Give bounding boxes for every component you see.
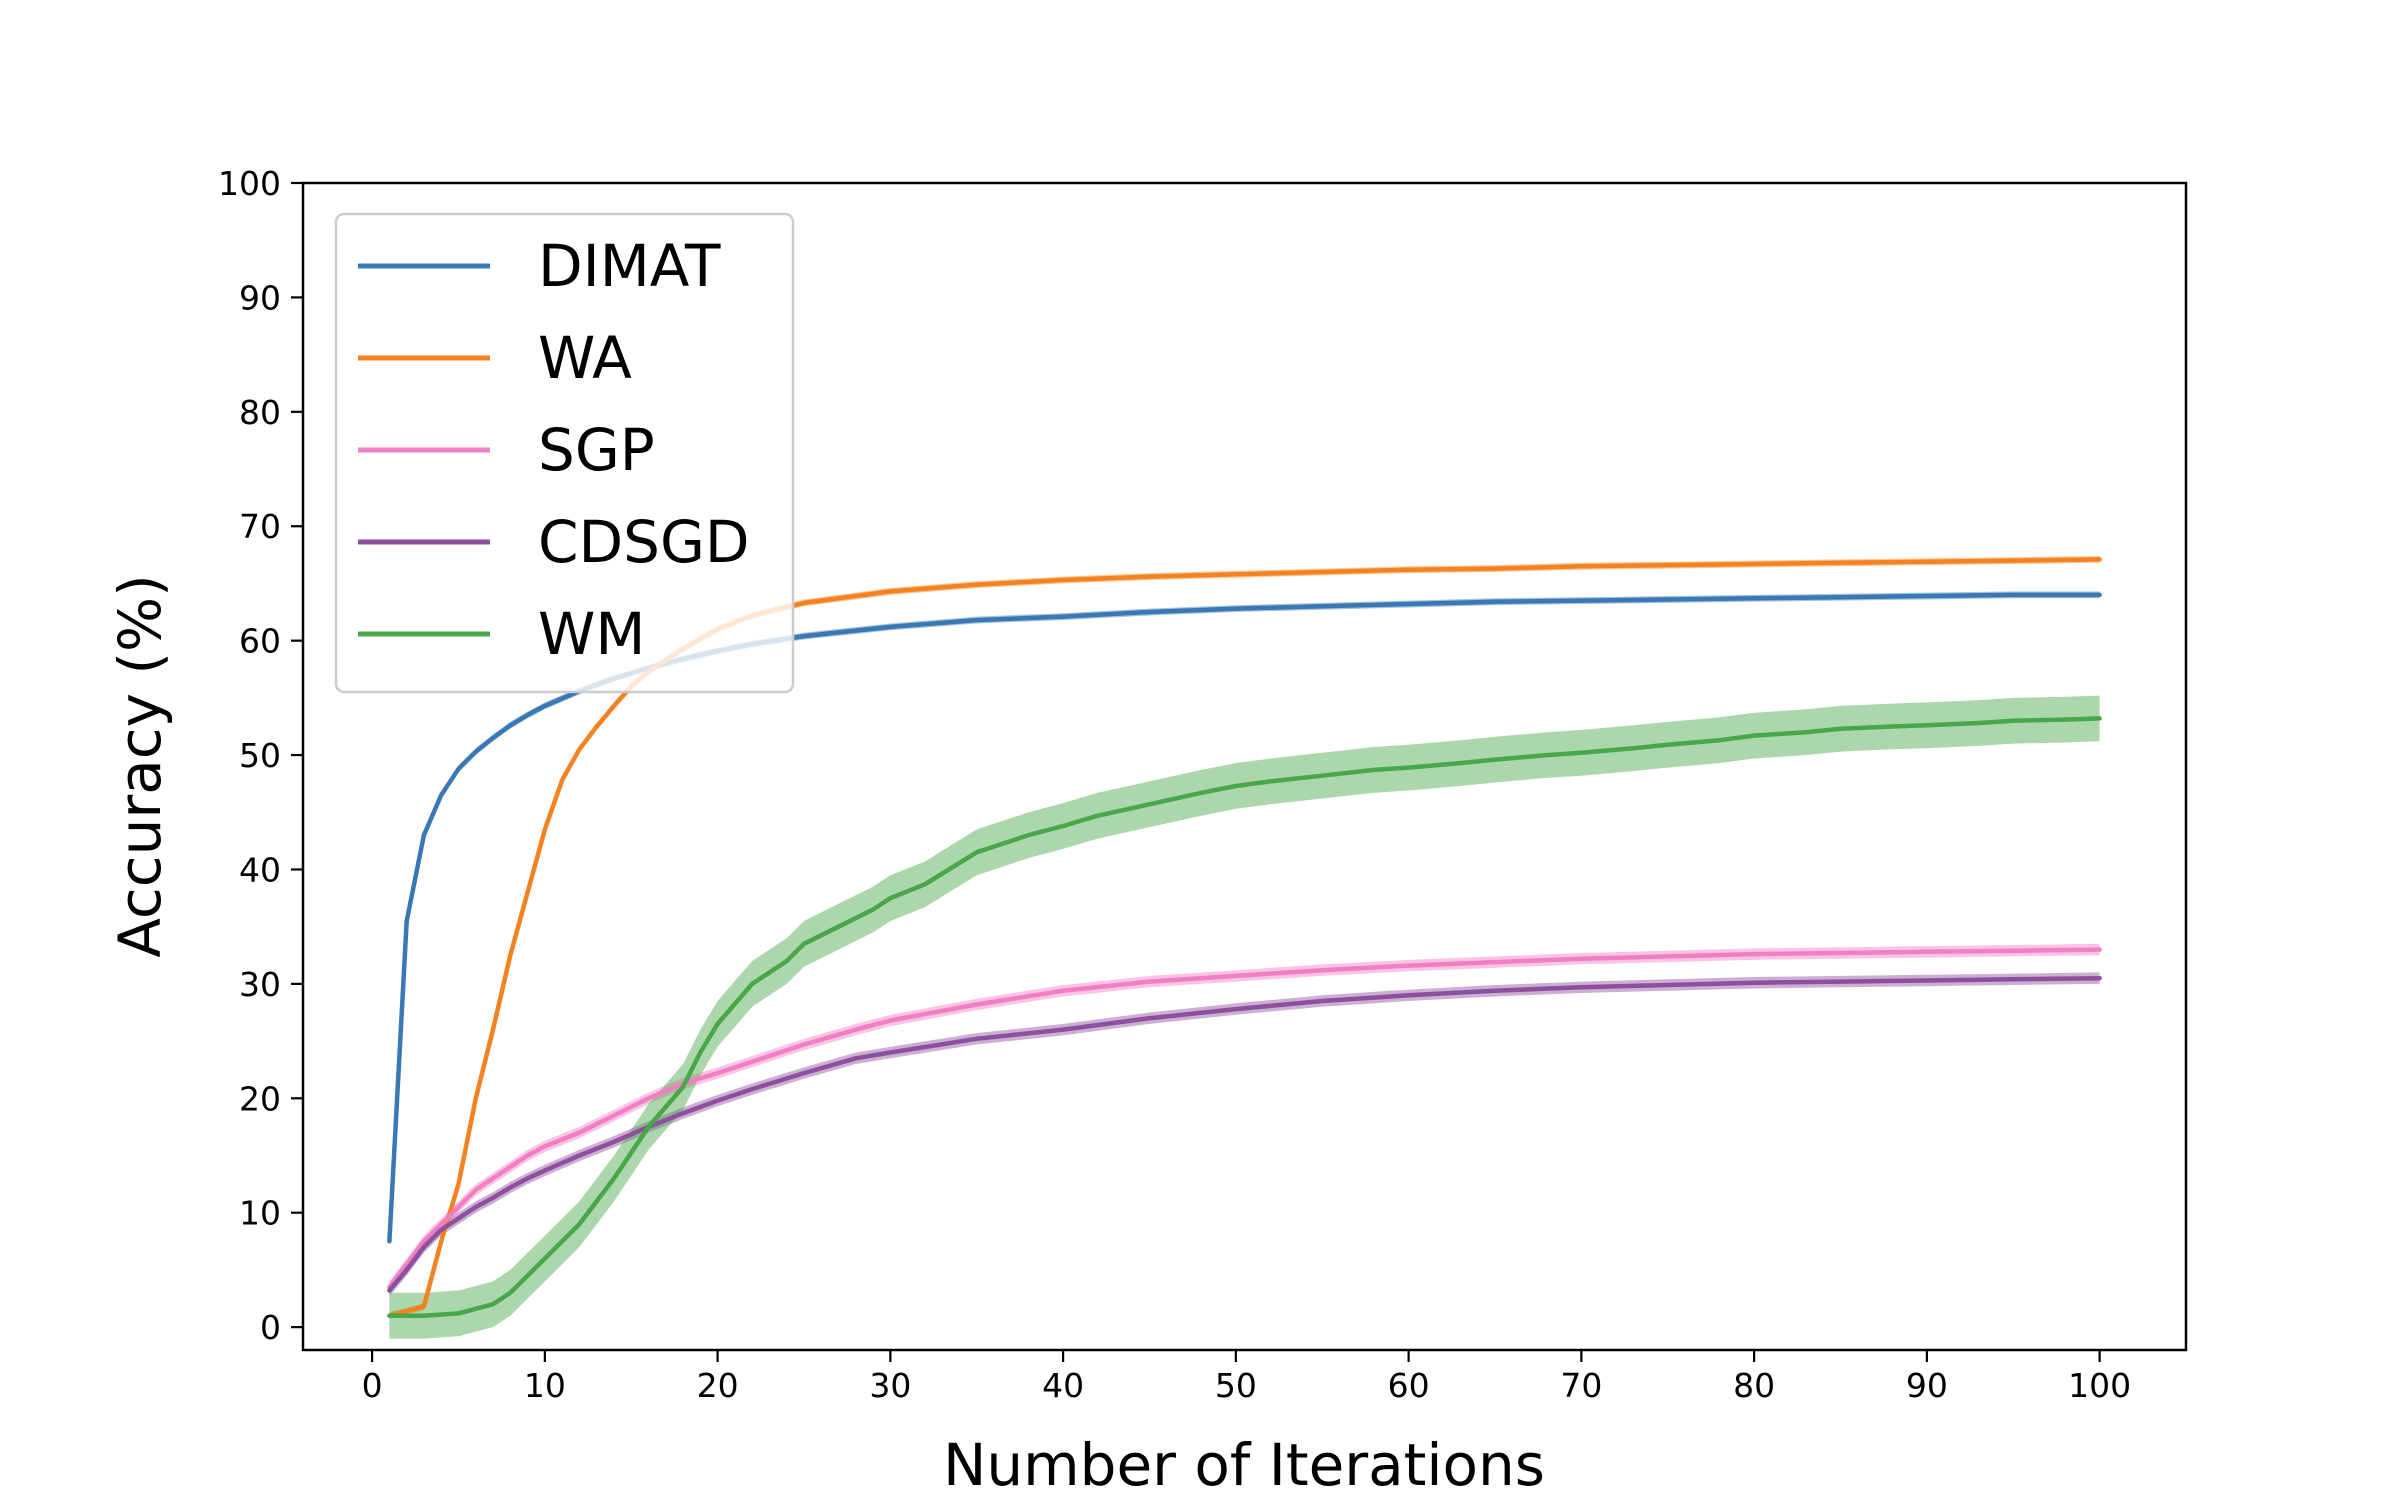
wm-line <box>387 716 2102 1318</box>
legend: DIMAT WA SGP CDSGD WM <box>334 212 795 694</box>
cdsgd-line <box>387 975 2102 1293</box>
x-tick-label: 20 <box>697 1366 739 1405</box>
y-tick-label: 100 <box>218 164 281 203</box>
y-tick-label: 50 <box>239 736 281 775</box>
legend-label-cdsgd: CDSGD <box>538 508 750 576</box>
y-axis-title: Accuracy (%) <box>106 574 174 958</box>
y-tick-label: 0 <box>260 1308 281 1347</box>
y-tick-label: 60 <box>239 622 281 661</box>
y-tick-label: 70 <box>239 507 281 546</box>
wm-band <box>389 695 2100 1339</box>
legend-label-wa: WA <box>538 324 632 392</box>
x-tick-label: 80 <box>1733 1366 1775 1405</box>
x-tick-label: 30 <box>869 1366 911 1405</box>
plot-frame <box>301 181 2188 1352</box>
legend-label-dimat: DIMAT <box>538 232 721 300</box>
y-tick-label: 30 <box>239 965 281 1004</box>
x-axis-title: Number of Iterations <box>943 1431 1545 1499</box>
sgp-line <box>387 947 2102 1290</box>
x-tick-label: 90 <box>1906 1366 1948 1405</box>
x-tick-label: 60 <box>1388 1366 1430 1405</box>
x-tick-label: 0 <box>362 1366 383 1405</box>
legend-label-sgp: SGP <box>538 416 655 484</box>
y-tick-label: 40 <box>239 850 281 889</box>
y-tick-label: 80 <box>239 393 281 432</box>
x-tick-label: 50 <box>1215 1366 1257 1405</box>
legend-label-wm: WM <box>538 600 645 668</box>
x-tick-label: 100 <box>2068 1366 2131 1405</box>
x-tick-label: 10 <box>524 1366 566 1405</box>
x-tick-label: 70 <box>1560 1366 1602 1405</box>
error-bands <box>389 556 2100 1339</box>
x-axis-ticks: 0 10 20 30 40 50 60 70 80 90 100 <box>362 1350 2131 1405</box>
x-tick-label: 40 <box>1042 1366 1084 1405</box>
legend-box <box>334 212 795 694</box>
y-tick-label: 90 <box>239 278 281 317</box>
y-tick-label: 10 <box>239 1194 281 1233</box>
y-tick-label: 20 <box>239 1079 281 1118</box>
y-axis-ticks: 0 10 20 30 40 50 60 70 80 90 100 <box>218 164 303 1347</box>
